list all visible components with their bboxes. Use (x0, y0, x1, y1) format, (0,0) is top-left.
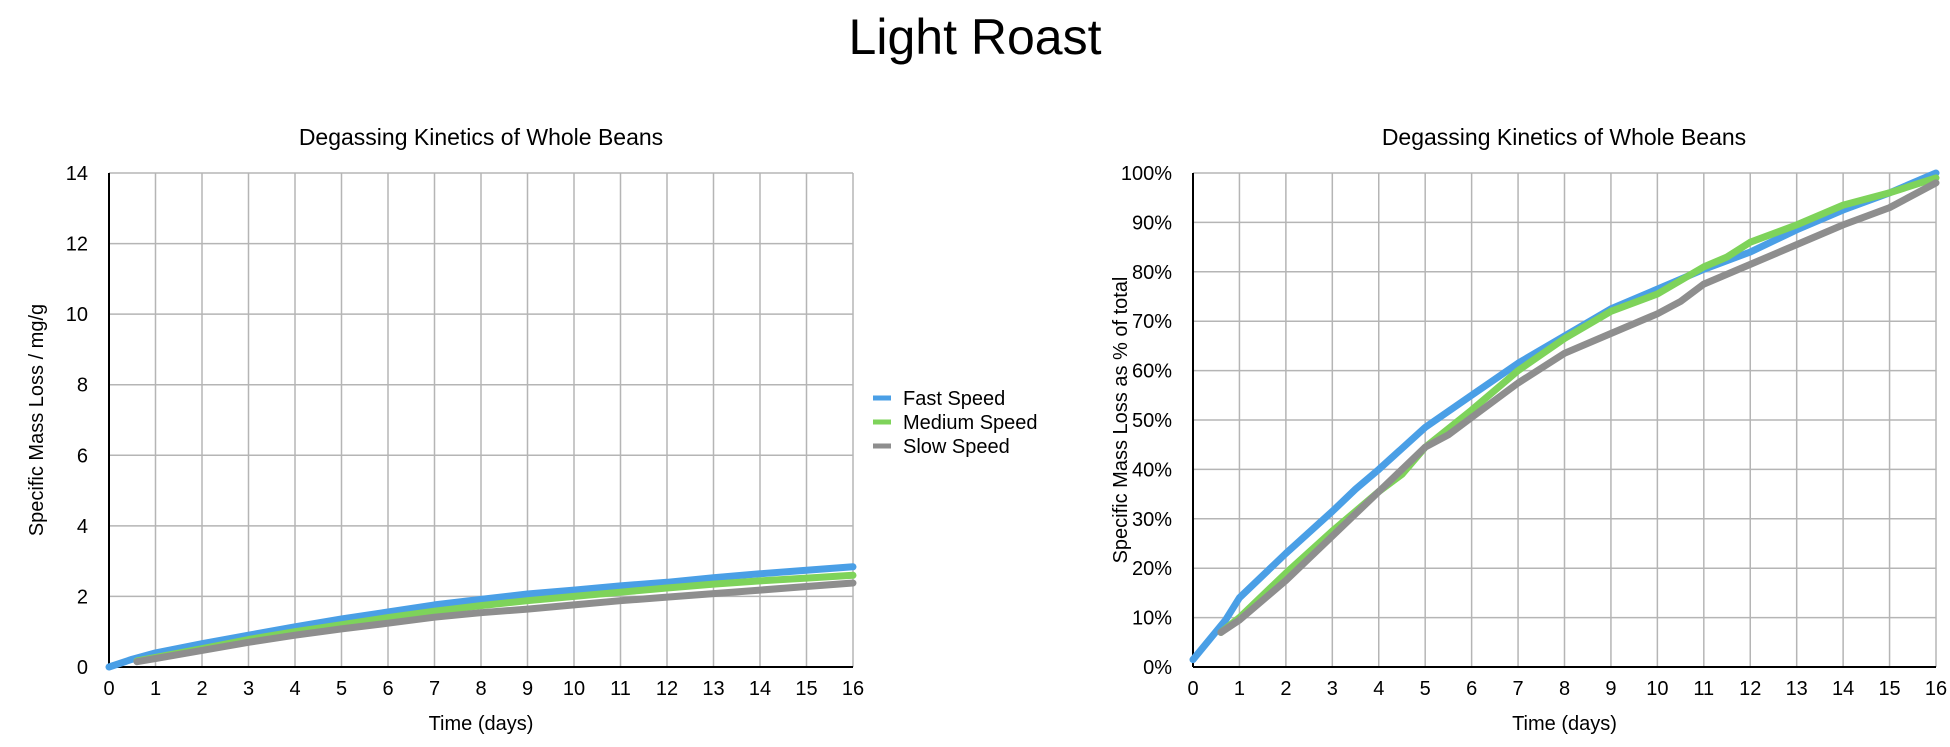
chart1-y-tick-label: 12 (66, 234, 88, 256)
chart2-x-tick-label: 5 (1420, 678, 1431, 700)
chart1-x-tick-label: 1 (150, 678, 161, 700)
chart2-x-tick-label: 3 (1327, 678, 1338, 700)
chart1-title: Degassing Kinetics of Whole Beans (299, 124, 663, 150)
chart2-title: Degassing Kinetics of Whole Beans (1382, 124, 1746, 150)
chart1-x-tick-label: 5 (336, 678, 347, 700)
chart1-legend-label-slow-speed: Slow Speed (903, 436, 1010, 458)
chart2-x-tick-label: 16 (1925, 678, 1947, 700)
chart1-y-tick-label: 10 (66, 304, 88, 326)
chart1-line-slow-speed (133, 579, 857, 666)
page-title: Light Roast (848, 9, 1102, 65)
chart1-x-axis-label: Time (days) (429, 713, 534, 735)
chart1-x-tick-label: 3 (243, 678, 254, 700)
chart2-y-tick-label: 90% (1132, 212, 1172, 234)
chart2-x-tick-label: 14 (1832, 678, 1854, 700)
chart2-y-tick-label: 20% (1132, 558, 1172, 580)
chart2-x-tick-label: 11 (1693, 678, 1714, 700)
chart1-x-tick-label: 15 (795, 678, 817, 700)
chart2-x-tick-label: 7 (1513, 678, 1524, 700)
chart1-x-tick-label: 4 (289, 678, 300, 700)
chart2-y-tick-label: 70% (1132, 311, 1172, 333)
chart2-y-tick-label: 60% (1132, 361, 1172, 383)
chart2-x-tick-label: 8 (1559, 678, 1570, 700)
chart2-y-tick-label: 50% (1132, 410, 1172, 432)
chart2-y-tick-label: 30% (1132, 509, 1172, 531)
chart2-x-tick-label: 2 (1280, 678, 1291, 700)
chart2-x-tick-label: 0 (1187, 678, 1198, 700)
chart2-y-tick-label: 0% (1143, 657, 1172, 679)
chart1-y-axis-label: Specific Mass Loss / mg/g (26, 304, 48, 536)
chart1-legend-label-fast-speed: Fast Speed (903, 388, 1005, 410)
chart1-y-tick-label: 14 (66, 163, 88, 185)
chart1-x-tick-label: 7 (429, 678, 440, 700)
chart1-y-tick-label: 6 (77, 445, 88, 467)
chart2-y-tick-label: 100% (1121, 163, 1172, 185)
chart2-line-medium-speed (1217, 174, 1940, 636)
chart2-x-tick-label: 15 (1878, 678, 1900, 700)
chart2-x-tick-label: 13 (1786, 678, 1808, 700)
chart2-x-tick-label: 10 (1646, 678, 1668, 700)
chart2-x-tick-label: 1 (1234, 678, 1245, 700)
chart2-y-tick-label: 80% (1132, 262, 1172, 284)
chart2-x-tick-label: 4 (1373, 678, 1384, 700)
chart1-line-fast-speed (105, 563, 857, 671)
chart2-x-tick-label: 12 (1739, 678, 1761, 700)
chart2-y-axis-label: Specific Mass Loss as % of total (1110, 277, 1132, 564)
chart1-y-tick-label: 2 (77, 586, 88, 608)
chart1-x-tick-label: 10 (563, 678, 585, 700)
chart2-y-tick-label: 40% (1132, 459, 1172, 481)
chart1-x-tick-label: 2 (196, 678, 207, 700)
chart2-x-tick-label: 9 (1605, 678, 1616, 700)
chart1-y-tick-label: 8 (77, 375, 88, 397)
chart1-x-tick-label: 6 (382, 678, 393, 700)
chart1-x-tick-label: 11 (610, 678, 631, 700)
chart1-y-tick-label: 4 (77, 516, 88, 538)
chart1-x-tick-label: 0 (103, 678, 114, 700)
chart1-y-tick-label: 0 (77, 657, 88, 679)
chart1-x-tick-label: 16 (842, 678, 864, 700)
chart2-line-fast-speed (1189, 169, 1940, 664)
chart1-legend-label-medium-speed: Medium Speed (903, 412, 1038, 434)
chart1-x-tick-label: 9 (522, 678, 533, 700)
chart2-x-tick-label: 6 (1466, 678, 1477, 700)
chart1-x-tick-label: 14 (749, 678, 771, 700)
chart2-line-slow-speed (1217, 179, 1940, 636)
chart2-y-tick-label: 10% (1132, 608, 1172, 630)
chart2-x-axis-label: Time (days) (1512, 713, 1617, 735)
chart1-x-tick-label: 8 (475, 678, 486, 700)
chart1-x-tick-label: 13 (702, 678, 724, 700)
chart1-x-tick-label: 12 (656, 678, 678, 700)
